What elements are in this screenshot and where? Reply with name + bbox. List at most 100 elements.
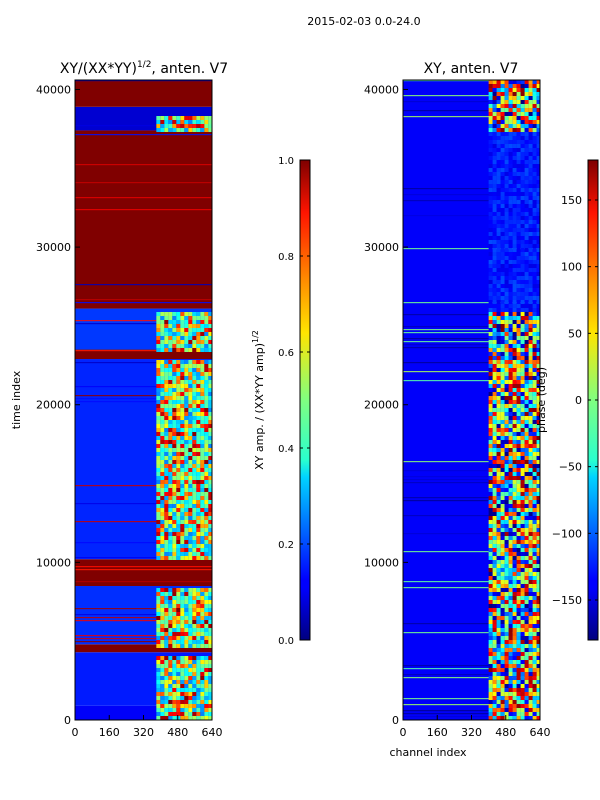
- heatmap-cell: [188, 128, 193, 132]
- heatmap-cell: [500, 452, 505, 456]
- heatmap-cell: [200, 336, 205, 340]
- heatmap-cell: [192, 344, 197, 348]
- heatmap-cell: [488, 404, 493, 408]
- heatmap-cell: [184, 660, 189, 664]
- heatmap-cell: [492, 480, 497, 484]
- heatmap-cell: [524, 120, 529, 124]
- heatmap-cell: [532, 212, 537, 216]
- heatmap-cell: [536, 88, 540, 92]
- heatmap-cell: [516, 440, 521, 444]
- heatmap-cell: [160, 516, 165, 520]
- heatmap-cell: [524, 104, 529, 108]
- heatmap-cell: [180, 512, 185, 516]
- heatmap-cell: [536, 436, 540, 440]
- heatmap-cell: [536, 328, 540, 332]
- heatmap-cell: [516, 268, 521, 272]
- heatmap-cell: [524, 500, 529, 504]
- heatmap-cell: [528, 636, 533, 640]
- heatmap-cell: [536, 240, 540, 244]
- heatmap-cell: [528, 576, 533, 580]
- heatmap-cell: [524, 412, 529, 416]
- heatmap-cell: [164, 316, 169, 320]
- heatmap-cell: [500, 568, 505, 572]
- heatmap-cell: [536, 476, 540, 480]
- heatmap-cell: [192, 640, 197, 644]
- heatmap-cell: [184, 468, 189, 472]
- heatmap-cell: [496, 248, 501, 252]
- heatmap-cell: [208, 312, 212, 316]
- heatmap-cell: [508, 112, 513, 116]
- heatmap-cell: [516, 352, 521, 356]
- heatmap-cell: [532, 456, 537, 460]
- heatmap-cell: [524, 416, 529, 420]
- heatmap-cell: [512, 240, 517, 244]
- heatmap-cell: [524, 312, 529, 316]
- heatmap-cell: [176, 316, 181, 320]
- heatmap-cell: [492, 164, 497, 168]
- heatmap-cell: [516, 500, 521, 504]
- heatmap-cell: [500, 460, 505, 464]
- heatmap-cell: [512, 424, 517, 428]
- heatmap-cell: [528, 308, 533, 312]
- heatmap-cell: [532, 128, 537, 132]
- heatmap-cell: [496, 272, 501, 276]
- heatmap-cell: [528, 420, 533, 424]
- heatmap-cell: [532, 644, 537, 648]
- heatmap-cell: [520, 712, 525, 716]
- heatmap-cell: [524, 708, 529, 712]
- heatmap-cell: [492, 536, 497, 540]
- heatmap-cell: [176, 404, 181, 408]
- heatmap-cell: [192, 660, 197, 664]
- heatmap-cell: [184, 492, 189, 496]
- heatmap-cell: [512, 472, 517, 476]
- heatmap-cell: [208, 496, 212, 500]
- heatmap-cell: [492, 276, 497, 280]
- heatmap-cell: [488, 500, 493, 504]
- heatmap-cell: [524, 244, 529, 248]
- heatmap-cell: [160, 416, 165, 420]
- heatmap-cell: [184, 632, 189, 636]
- heatmap-cell: [172, 616, 177, 620]
- heatmap-cell: [180, 328, 185, 332]
- heatmap-cell: [528, 112, 533, 116]
- heatmap-cell: [500, 504, 505, 508]
- heatmap-cell: [160, 432, 165, 436]
- heatmap-cell: [496, 300, 501, 304]
- heatmap-cell: [512, 608, 517, 612]
- heatmap-cell: [500, 492, 505, 496]
- heatmap-cell: [156, 320, 161, 324]
- heatmap-cell: [164, 484, 169, 488]
- heatmap-cell: [508, 208, 513, 212]
- heatmap-cell: [512, 96, 517, 100]
- heatmap-cell: [160, 440, 165, 444]
- heatmap-cell: [508, 360, 513, 364]
- heatmap-cell: [168, 128, 173, 132]
- heatmap-cell: [504, 292, 509, 296]
- heatmap-cell: [160, 444, 165, 448]
- heatmap-stripe: [75, 323, 212, 325]
- heatmap-cell: [508, 132, 513, 136]
- heatmap-cell: [168, 712, 173, 716]
- heatmap-cell: [160, 384, 165, 388]
- heatmap-cell: [196, 624, 201, 628]
- heatmap-cell: [180, 384, 185, 388]
- heatmap-cell: [160, 484, 165, 488]
- heatmap-cell: [500, 152, 505, 156]
- heatmap-cell: [512, 528, 517, 532]
- heatmap-cell: [512, 236, 517, 240]
- heatmap-cell: [520, 408, 525, 412]
- heatmap-cell: [536, 696, 540, 700]
- heatmap-cell: [208, 692, 212, 696]
- heatmap-cell: [516, 556, 521, 560]
- heatmap-cell: [204, 640, 209, 644]
- heatmap-stripe: [75, 125, 212, 127]
- heatmap-cell: [536, 592, 540, 596]
- heatmap-cell: [204, 668, 209, 672]
- heatmap-cell: [500, 472, 505, 476]
- heatmap-cell: [520, 664, 525, 668]
- heatmap-cell: [512, 440, 517, 444]
- heatmap-cell: [168, 316, 173, 320]
- heatmap-cell: [520, 332, 525, 336]
- heatmap-cell: [508, 284, 513, 288]
- heatmap-cell: [524, 600, 529, 604]
